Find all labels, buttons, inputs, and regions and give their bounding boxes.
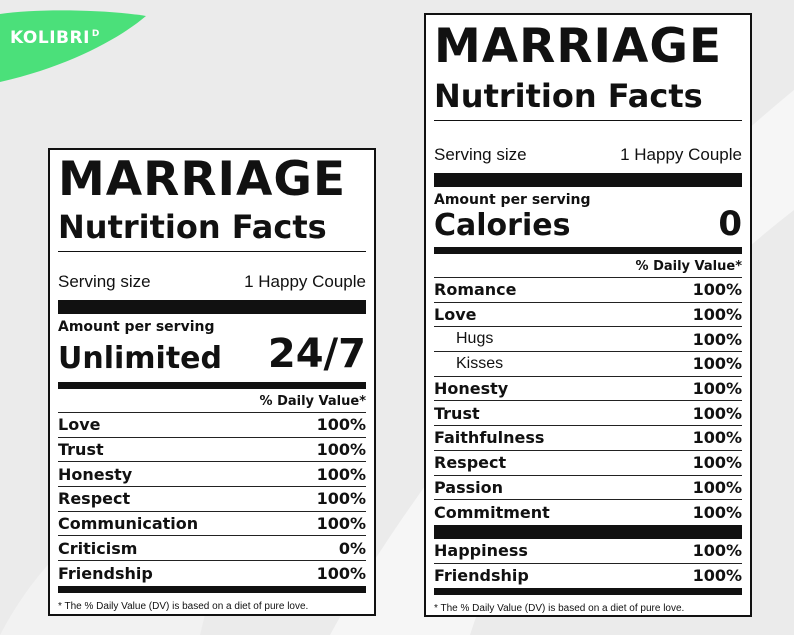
amount-value: 24/7 <box>267 331 366 377</box>
nutrient-row: Respect 100% <box>58 487 366 512</box>
serving-value: 1 Happy Couple <box>620 145 742 164</box>
amount-row: Calories 0 <box>434 207 742 247</box>
nutrient-row: Trust 100% <box>434 401 742 427</box>
nutrient-list: Romance 100% Love 100% Hugs 100% Kisses 100%… <box>434 278 742 525</box>
serving-value: 1 Happy Couple <box>244 272 366 291</box>
nutrient-subrow: Hugs 100% <box>434 327 742 353</box>
nutrient-row: Faithfulness 100% <box>434 426 742 451</box>
label-subtitle: Nutrition Facts <box>58 211 366 252</box>
logo-leaf-icon <box>0 10 146 83</box>
mid-divider <box>434 247 742 254</box>
label-title: MARRIAGE <box>434 19 723 74</box>
nutrient-row: Happiness 100% <box>434 539 742 564</box>
nutrient-row: Honesty 100% <box>434 377 742 402</box>
thick-divider <box>58 300 366 314</box>
serving-label: Serving size <box>58 272 151 291</box>
logo-text: KOLIBRI D <box>10 28 100 48</box>
nutrient-row: Love 100% <box>58 413 366 438</box>
footnote: * The % Daily Value (DV) is based on a d… <box>434 603 685 615</box>
bottom-divider <box>434 588 742 596</box>
nutrient-list: Love 100% Trust 100% Honesty 100% Respect 10… <box>58 413 366 586</box>
nutrient-row: Trust 100% <box>58 438 366 463</box>
nutrient-row: Friendship 100% <box>434 566 742 586</box>
bottom-divider <box>58 585 366 593</box>
serving-label: Serving size <box>434 145 527 164</box>
daily-value-header: % Daily Value* <box>58 389 366 413</box>
footnote: * The % Daily Value (DV) is based on a d… <box>58 600 309 612</box>
label-subtitle: Nutrition Facts <box>434 80 742 121</box>
nutrient-row: Friendship 100% <box>58 563 366 583</box>
nutrient-subrow: Kisses 100% <box>434 352 742 377</box>
brand-logo: KOLIBRI D <box>0 8 150 83</box>
extra-nutrient-list: Happiness 100% Friendship 100% <box>434 539 742 588</box>
nutrient-row: Criticism 0% <box>58 536 366 562</box>
mid-divider <box>58 382 366 389</box>
nutrition-label-left: MARRIAGE Nutrition Facts Serving size 1 … <box>48 148 376 616</box>
label-title: MARRIAGE <box>58 152 347 207</box>
amount-per-serving: Amount per serving <box>434 192 591 208</box>
nutrient-row: Love 100% <box>434 303 742 328</box>
nutrient-row: Communication 100% <box>58 512 366 537</box>
nutrient-row: Passion 100% <box>434 476 742 501</box>
nutrient-row: Commitment 100% <box>434 503 742 523</box>
section-divider <box>434 524 742 539</box>
daily-value-header: % Daily Value* <box>434 254 742 278</box>
nutrition-label-right: MARRIAGE Nutrition Facts Serving size 1 … <box>424 13 752 617</box>
amount-name: Calories <box>434 208 571 243</box>
nutrient-row: Honesty 100% <box>58 462 366 488</box>
nutrient-row: Respect 100% <box>434 451 742 476</box>
amount-row: Unlimited 24/7 <box>58 334 366 382</box>
thick-divider <box>434 173 742 187</box>
serving-size: Serving size 1 Happy Couple <box>434 121 742 173</box>
amount-per-serving: Amount per serving <box>58 319 215 335</box>
nutrient-row: Romance 100% <box>434 278 742 303</box>
amount-value: 0 <box>718 204 742 244</box>
serving-size: Serving size 1 Happy Couple <box>58 252 366 300</box>
amount-name: Unlimited <box>58 341 222 376</box>
